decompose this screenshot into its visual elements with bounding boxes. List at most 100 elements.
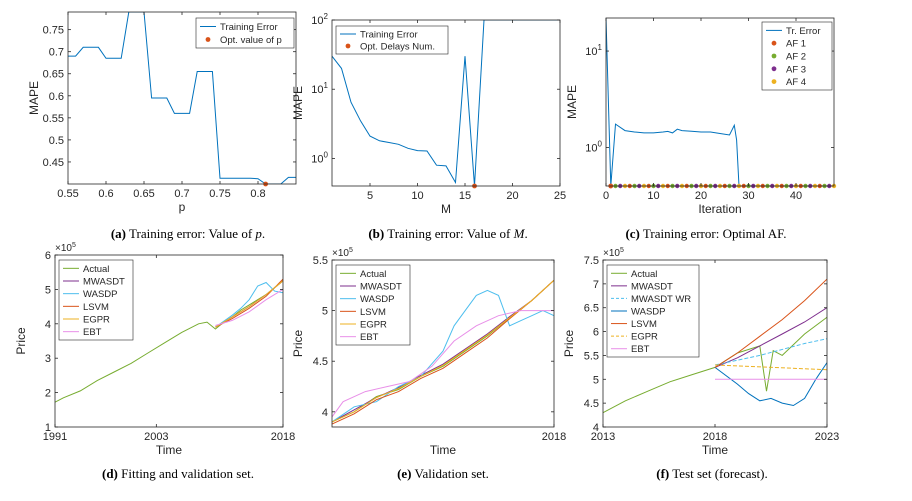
legend-entry: Actual [83,264,109,275]
series-line-e-5 [332,310,554,418]
legend-entry: Training Error [360,30,418,41]
series-line-b-0 [332,20,560,186]
x-tick-label: 0.7 [174,188,189,200]
legend-entry: EGPR [631,332,658,343]
plot-area-d [55,278,283,403]
series-line-a-0 [68,12,296,184]
y-tick-label: 5.5 [313,255,328,267]
axes-box-d [54,254,284,428]
y-axis-label: MAPE [291,86,305,120]
legend-entry: WASDP [631,307,665,318]
y-tick-label: 100 [585,140,602,155]
axes-box-b [331,19,561,187]
x-tick-label: 0.55 [57,188,78,200]
series-line-f-5 [714,364,827,371]
y-tick-label: 0.6 [49,91,64,103]
x-tick-label: 0.8 [250,188,265,200]
legend-entry: Actual [631,269,657,280]
series-line-d-0 [55,280,283,403]
legend-box [195,17,295,49]
x-tick-label: 20 [695,190,707,202]
x-tick-label: 25 [554,190,566,202]
y-tick-label: 6 [593,327,599,339]
legend-entry: Opt. Delays Num. [360,42,435,53]
y-axis-label: Price [14,327,28,355]
legend-entry: EGPR [360,320,387,331]
x-tick-label: 30 [742,190,754,202]
legend-marker [771,40,777,46]
legend-entry: WASDP [360,294,394,305]
x-tick-label: 5 [367,190,373,202]
x-tick-label: 2003 [144,431,168,443]
plot-area-b [332,20,560,186]
y-tick-label: 5 [593,374,599,386]
series-line-e-2 [332,289,554,423]
x-axis-label: Time [702,443,729,457]
caption-c: (c) Training error: Optimal AF. [625,226,787,241]
legend-entry: MWASDT WR [631,294,691,305]
legend-entry: EBT [360,332,379,343]
legend-entry: EGPR [83,315,110,326]
chart-d: 1991 2003 2018 1 2 3 4 5 6 Time Price ×105 Actual MWA… [14,242,295,457]
x-tick-label: 10 [411,190,423,202]
legend-marker [771,53,777,59]
plot-area-e [332,279,554,425]
legend-marker [771,79,777,84]
y-exponent-label: ×105 [332,247,353,259]
x-tick-label: 0.65 [133,188,154,200]
legend-marker [771,66,777,72]
chart-a: 0.55 0.6 0.65 0.7 0.75 0.8 0.45 0.5 0.55 0.6 0.65 0… [27,11,297,214]
x-axis-label: Time [430,443,457,457]
x-axis-label: p [179,200,186,214]
x-axis-label: M [441,202,451,216]
legend-entry: Opt. value of p [220,35,282,46]
legend-c: Tr. Error AF 1 AF 2AF 3 AF 4 [761,21,833,91]
series-line-f-4 [714,278,827,368]
legend-box [335,264,411,346]
x-tick-label: 2023 [815,431,839,443]
legend-box [335,25,449,55]
caption-a: (a) Training error: Value of p. [110,226,266,241]
legend-marker [205,37,211,42]
y-tick-label: 5 [322,306,328,318]
x-tick-label: 10 [647,190,659,202]
legend-entry: Training Error [220,22,278,33]
axes-box-e [331,259,555,428]
axes-box-c [605,17,835,187]
x-tick-label: 2018 [703,431,727,443]
chart-b: 5 10 15 20 25 100 101 102 M MAPE Training ErrorOpt… [291,12,566,216]
y-tick-label: 4.5 [313,356,328,368]
x-axis-label: Time [156,443,183,457]
y-tick-label: 0.55 [43,113,64,125]
y-tick-label: 5 [45,284,51,296]
y-axis-label: MAPE [565,85,579,119]
y-axis-label: Price [562,330,576,358]
legend-entry: AF 4 [786,77,806,88]
y-tick-label: 5.5 [584,350,599,362]
legend-entry: EBT [631,344,650,355]
series-line-e-4 [332,279,554,423]
x-tick-label: 0.75 [209,188,230,200]
legend-entry: MWASDT [83,277,125,288]
y-tick-label: 0.7 [49,47,64,59]
series-line-f-3 [714,362,827,407]
legend-marker [345,43,351,49]
legend-entry: LSVM [360,307,386,318]
y-tick-label: 0.5 [49,135,64,147]
y-tick-label: 4 [593,422,599,434]
y-tick-label: 102 [311,12,328,27]
y-tick-label: 6 [45,250,51,262]
legend-a: Training Error Opt. value of p [195,17,295,49]
legend-entry: WASDP [83,289,117,300]
legend-entry: EBT [83,327,102,338]
y-axis-label: Price [291,330,305,358]
y-tick-label: 0.65 [43,69,64,81]
x-tick-label: 0.6 [98,188,113,200]
x-tick-label: 1991 [43,431,67,443]
y-tick-label: 2 [45,388,51,400]
series-line-f-1 [714,307,827,368]
caption-f: (f) Test set (forecast). [656,466,768,481]
plot-area-a [68,12,296,184]
